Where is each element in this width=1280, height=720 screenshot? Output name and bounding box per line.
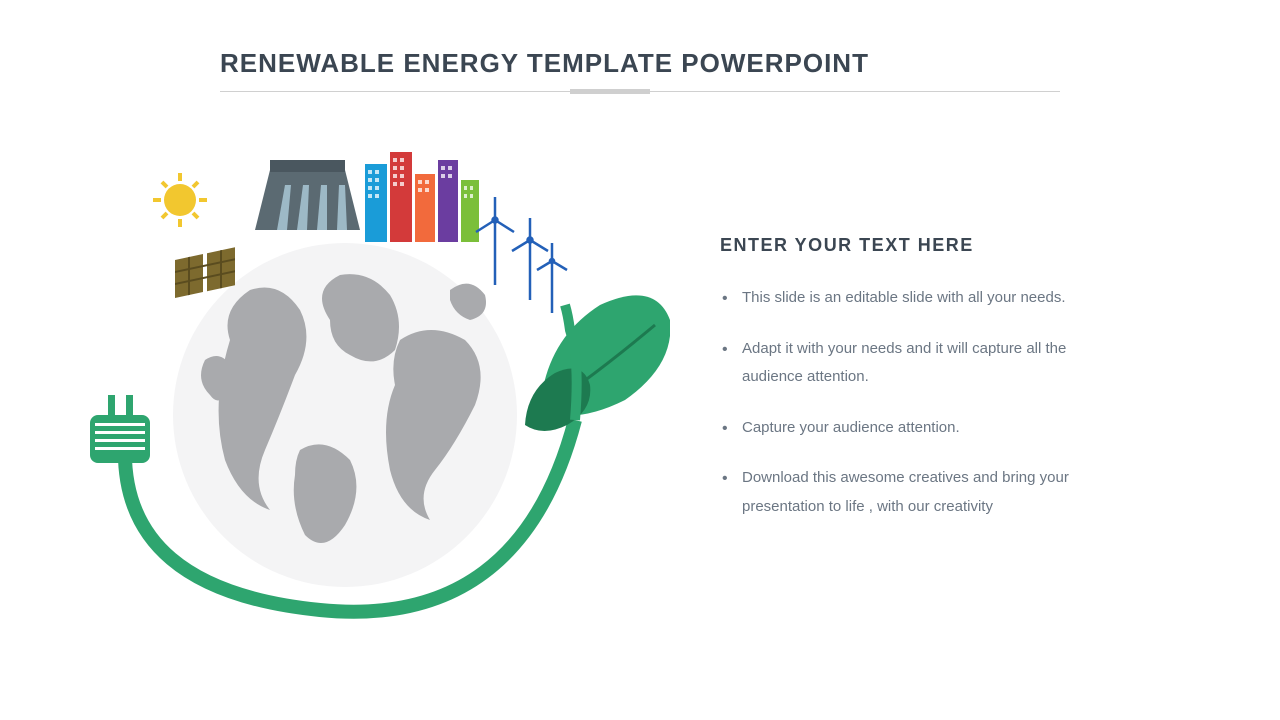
bullet-item: Adapt it with your needs and it will cap…: [720, 335, 1130, 392]
plug-icon: [90, 395, 150, 463]
page-title: RENEWABLE ENERGY TEMPLATE POWERPOINT: [220, 48, 1060, 91]
bullet-item: Download this awesome creatives and brin…: [720, 464, 1130, 521]
title-container: RENEWABLE ENERGY TEMPLATE POWERPOINT: [220, 48, 1060, 92]
wind-turbines-icon: [476, 197, 567, 313]
title-underline: [220, 91, 1060, 92]
buildings-icon: [365, 152, 479, 242]
sun-icon: [153, 173, 207, 227]
bullet-item: Capture your audience attention.: [720, 414, 1130, 443]
solar-panels-icon: [175, 247, 235, 298]
text-section: ENTER YOUR TEXT HERE This slide is an ed…: [720, 235, 1130, 543]
content-heading: ENTER YOUR TEXT HERE: [720, 235, 1130, 256]
hydro-dam-icon: [255, 160, 360, 230]
bullet-item: This slide is an editable slide with all…: [720, 284, 1130, 313]
bullet-list: This slide is an editable slide with all…: [720, 284, 1130, 521]
earth-energy-illustration: [70, 140, 670, 640]
